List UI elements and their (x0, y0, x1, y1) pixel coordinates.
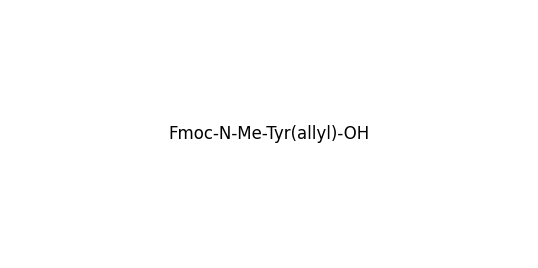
Text: Fmoc-N-Me-Tyr(allyl)-OH: Fmoc-N-Me-Tyr(allyl)-OH (168, 125, 370, 143)
